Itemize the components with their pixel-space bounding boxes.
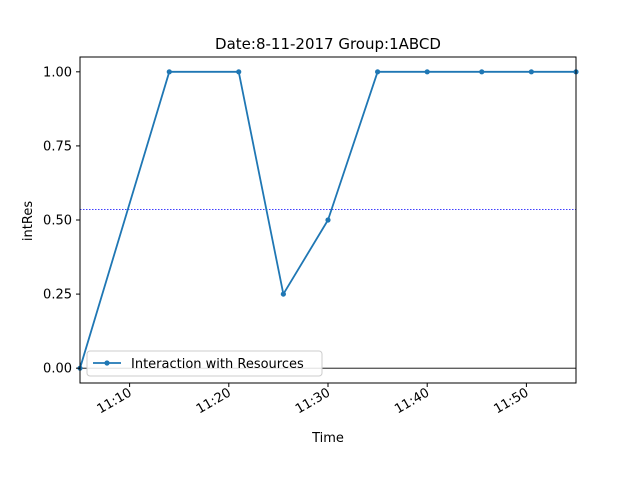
y-tick-label: 1.00 [43,65,72,80]
y-tick-label: 0.00 [43,362,72,377]
x-tick-label: 11:50 [491,385,531,417]
y-tick-label: 0.50 [43,214,72,229]
y-tick-label: 0.25 [43,288,72,303]
series-line-0 [79,70,576,369]
data-point [479,69,485,75]
legend-box [86,350,323,377]
chart-title: Date:8-11-2017 Group:1ABCD [215,35,441,53]
y-tick-label: 0.75 [43,139,72,154]
data-point [528,69,534,75]
data-point [166,69,172,75]
plot-area: 0.00 0.25 0.50 0.75 1.00 11:10 11:20 11:30 11:40… [43,56,579,417]
legend-marker [104,360,110,366]
data-point [424,69,430,75]
data-point [280,291,286,297]
y-axis-label: intRes [21,201,36,241]
legend-label: Interaction with Resources [131,357,304,372]
x-tick-label: 11:40 [392,385,432,417]
x-tick-label: 11:10 [95,385,135,417]
x-tick-label: 11:20 [194,385,234,417]
data-point [236,69,242,75]
data-point [375,69,381,75]
x-axis-label: Time [311,431,344,446]
x-tick-label: 11:30 [293,385,333,417]
data-point [325,217,331,223]
legend: Interaction with Resources [86,350,323,377]
